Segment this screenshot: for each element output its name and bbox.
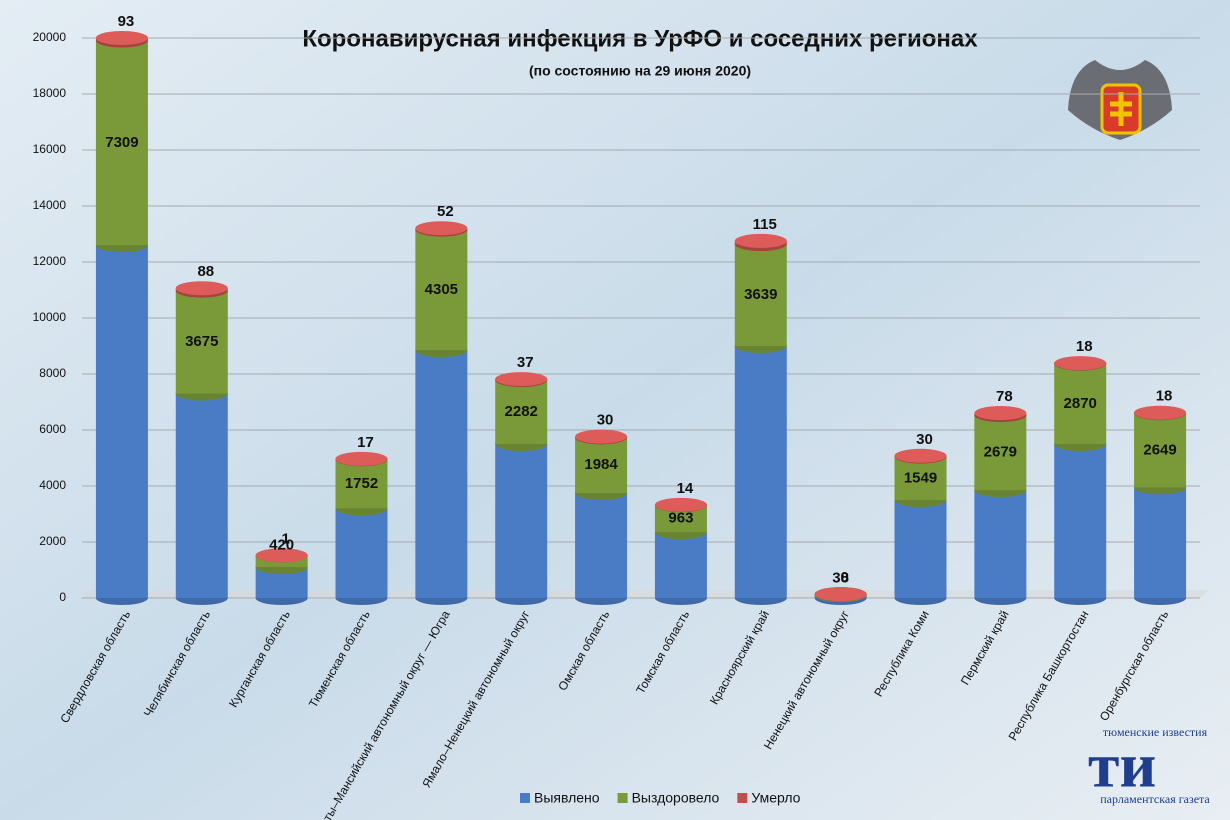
bar <box>974 490 1027 598</box>
value-label: 18 <box>1076 338 1093 355</box>
value-label: 420 <box>269 536 294 553</box>
cylinder-top <box>734 233 787 248</box>
value-label: 963 <box>668 510 693 527</box>
value-label: 2870 <box>1064 395 1097 412</box>
cylinder-top <box>335 451 388 466</box>
chart-subtitle: (по состоянию на 29 июня 2020) <box>529 63 751 79</box>
value-label: 115 <box>753 216 777 233</box>
bar <box>415 350 468 598</box>
cylinder-top <box>415 221 468 236</box>
logo-mark: ти <box>1088 730 1156 801</box>
value-label: 17 <box>357 434 374 451</box>
value-label: 18 <box>1156 388 1173 405</box>
cylinder-top <box>495 372 548 387</box>
bar <box>95 40 148 246</box>
cylinder-top <box>654 497 707 512</box>
bar <box>654 532 707 598</box>
value-label: 0 <box>840 569 848 586</box>
bar <box>734 346 787 598</box>
value-label: 2679 <box>984 444 1017 461</box>
bar <box>575 437 628 493</box>
bar <box>95 245 148 598</box>
bar <box>734 244 787 346</box>
bar <box>1134 487 1187 598</box>
cylinder-top <box>175 281 228 296</box>
legend-label: Выявлено <box>534 790 600 806</box>
value-label: 4305 <box>425 281 458 298</box>
value-label: 88 <box>197 263 214 280</box>
y-tick-label: 14000 <box>33 198 67 212</box>
value-label: 78 <box>996 388 1013 405</box>
bar <box>1134 413 1187 488</box>
bar <box>175 290 228 394</box>
plot-floor <box>82 590 1208 598</box>
cylinder-top <box>974 406 1027 421</box>
cylinder-top <box>255 548 308 563</box>
y-tick-label: 18000 <box>33 86 67 100</box>
value-label: 2282 <box>505 403 538 420</box>
value-label: 1549 <box>904 469 937 486</box>
legend-swatch <box>617 793 628 803</box>
bar <box>1054 363 1107 444</box>
cylinder-top <box>894 448 947 463</box>
logo-bottom: парламентская газета <box>1100 792 1210 806</box>
bar <box>974 415 1027 491</box>
value-label: 1752 <box>345 475 378 492</box>
y-tick-label: 16000 <box>33 142 67 156</box>
value-label: 7309 <box>105 134 138 151</box>
legend-label: Умерло <box>751 790 800 806</box>
value-label: 30 <box>597 412 614 429</box>
cylinder-top <box>575 429 628 444</box>
legend-swatch <box>520 793 530 803</box>
chart-title: Коронавирусная инфекция в УрФО и соседни… <box>302 25 978 52</box>
value-label: 37 <box>517 354 534 371</box>
value-label: 1 <box>281 530 289 547</box>
cylinder-top <box>1054 356 1107 371</box>
bar <box>335 508 388 598</box>
cylinder-top <box>95 30 148 45</box>
bar <box>495 380 548 444</box>
bar <box>1054 444 1107 598</box>
cylinder-top <box>1134 405 1187 420</box>
y-tick-label: 4000 <box>39 478 66 492</box>
value-label: 1984 <box>584 456 618 473</box>
value-label: 14 <box>677 480 694 497</box>
y-tick-label: 2000 <box>39 534 66 548</box>
value-label: 30 <box>916 431 933 448</box>
bar <box>175 393 228 598</box>
y-tick-label: 12000 <box>33 254 67 268</box>
y-tick-label: 20000 <box>33 30 67 44</box>
value-label: 93 <box>118 13 135 30</box>
value-label: 2649 <box>1143 441 1176 458</box>
logo-top: тюменские известия <box>1103 725 1208 739</box>
value-label: 3675 <box>185 333 218 350</box>
legend-label: Выздоровело <box>632 790 720 806</box>
legend-swatch <box>737 793 748 803</box>
bar <box>575 493 628 598</box>
value-label: 52 <box>437 203 454 220</box>
cylinder-top <box>814 587 867 602</box>
value-label: 38 <box>832 570 849 587</box>
y-tick-label: 8000 <box>39 366 66 380</box>
emblem <box>1068 60 1172 140</box>
bar <box>335 459 388 509</box>
y-tick-label: 0 <box>59 590 66 604</box>
y-tick-label: 6000 <box>39 422 66 436</box>
bar <box>415 229 468 351</box>
newspaper-logo: ти тюменские известия парламентская газе… <box>1088 725 1210 806</box>
value-label: 3639 <box>744 286 777 303</box>
bar <box>894 456 947 500</box>
bar <box>894 500 947 598</box>
bar <box>495 444 548 598</box>
y-tick-label: 10000 <box>33 310 67 324</box>
